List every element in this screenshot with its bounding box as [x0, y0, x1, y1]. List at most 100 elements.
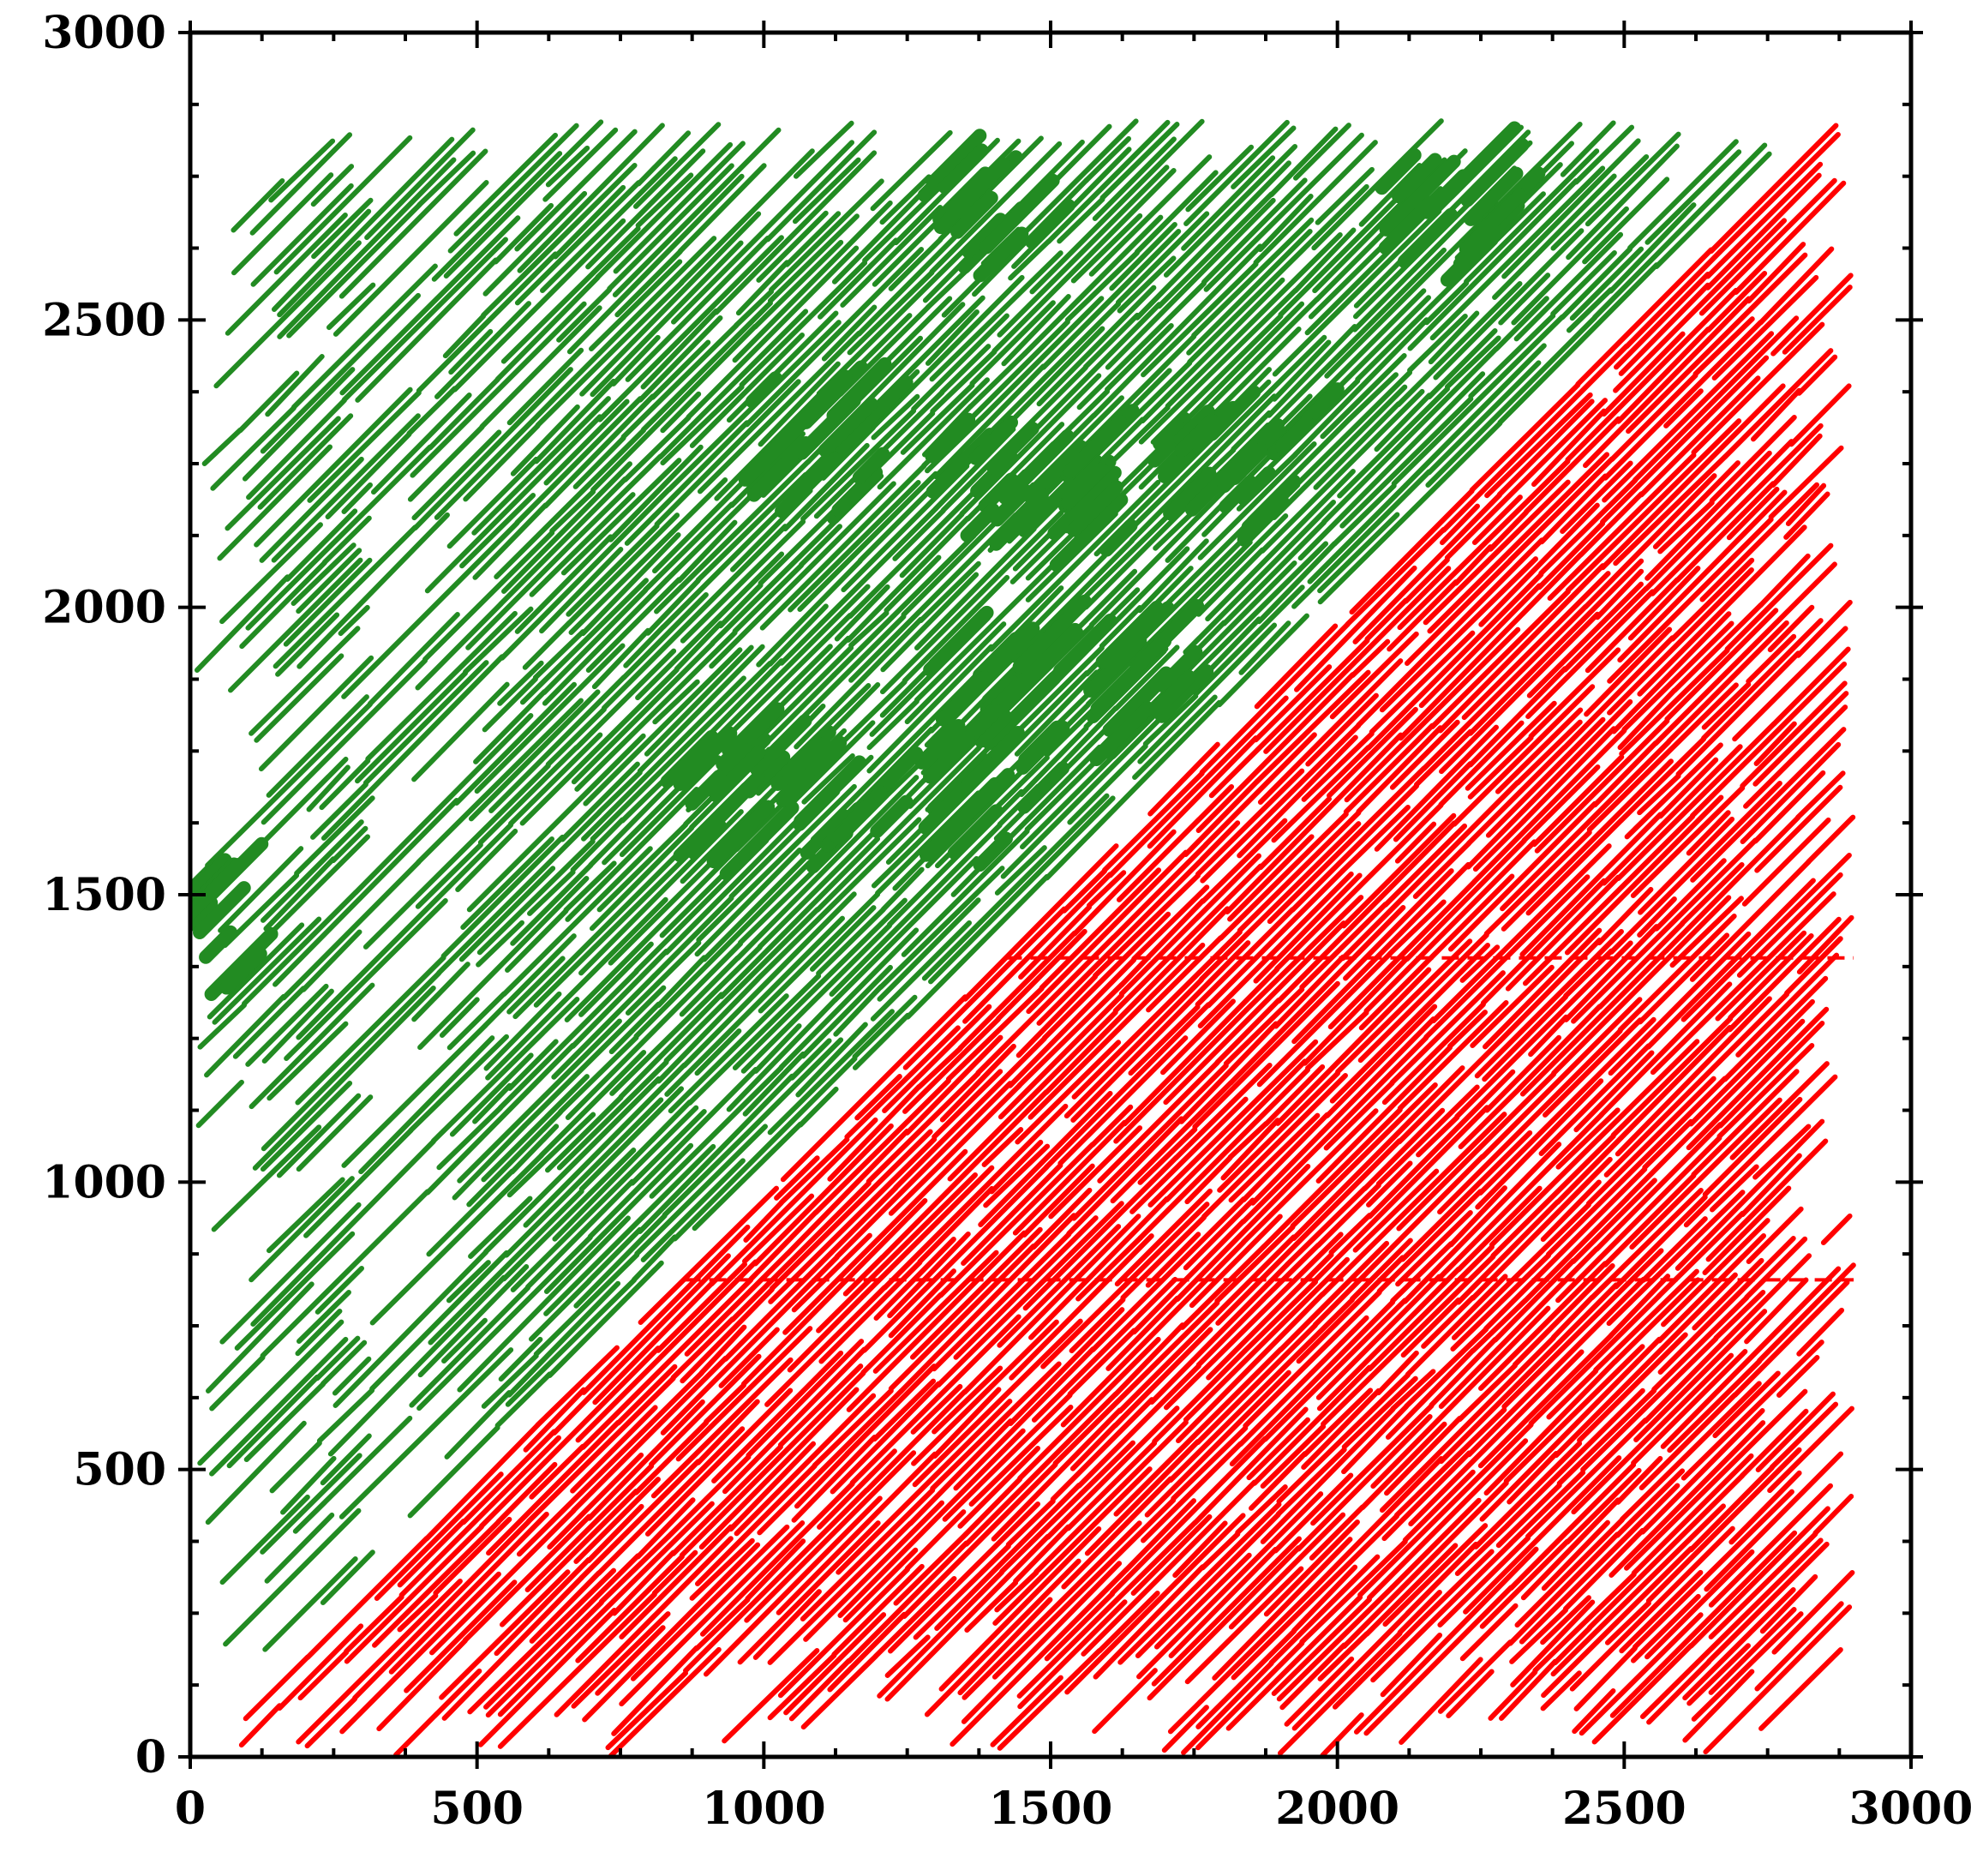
- data-stripe: [1329, 942, 1491, 1104]
- data-stripe: [1323, 1080, 1395, 1151]
- cluster-mark: [1099, 518, 1138, 557]
- cluster-mark: [1153, 411, 1192, 451]
- data-stripe: [1067, 743, 1148, 825]
- data-stripe: [1704, 1451, 1844, 1592]
- data-stripe: [1135, 1512, 1281, 1659]
- data-stripe: [453, 132, 559, 237]
- data-stripe: [1367, 1069, 1516, 1220]
- data-stripe: [939, 1043, 1016, 1123]
- data-stripe: [1374, 724, 1499, 852]
- data-stripe: [684, 1250, 790, 1357]
- data-stripe: [1624, 1388, 1808, 1571]
- data-stripe: [1214, 1224, 1296, 1304]
- data-stripe: [1256, 951, 1393, 1088]
- data-stripe: [1130, 1513, 1213, 1596]
- data-stripe: [570, 1405, 658, 1494]
- data-stripe: [784, 211, 842, 267]
- data-stripe: [649, 1064, 784, 1199]
- data-stripe: [481, 1353, 539, 1409]
- data-stripe: [934, 1483, 1082, 1632]
- data-stripe: [285, 508, 358, 582]
- data-stripe: [439, 1569, 571, 1700]
- data-stripe: [439, 997, 480, 1038]
- data-stripe: [1423, 280, 1470, 326]
- data-stripe: [481, 163, 638, 318]
- data-stripe: [1550, 1503, 1726, 1677]
- data-stripe: [728, 431, 806, 508]
- data-stripe: [1022, 1154, 1179, 1311]
- data-stripe: [1565, 287, 1739, 463]
- data-stripe: [1199, 621, 1351, 776]
- data-stripe: [1021, 214, 1164, 357]
- cluster-mark: [925, 412, 976, 464]
- data-stripe: [1667, 1358, 1763, 1453]
- data-stripe: [713, 613, 853, 751]
- data-stripe: [457, 1215, 631, 1393]
- data-stripe: [1746, 1206, 1804, 1265]
- data-stripe: [1195, 768, 1305, 878]
- data-stripe: [1771, 1570, 1855, 1655]
- data-stripe: [219, 1494, 310, 1585]
- data-stripe: [1099, 122, 1180, 201]
- data-stripe: [553, 184, 626, 260]
- data-stripe: [258, 655, 374, 772]
- data-stripe: [902, 1016, 1001, 1114]
- data-stripe: [1593, 1268, 1699, 1373]
- data-stripe: [756, 558, 863, 668]
- data-stripe: [1015, 974, 1098, 1058]
- data-stripe: [1305, 692, 1379, 767]
- data-stripe: [1260, 1423, 1327, 1489]
- data-stripe: [444, 1389, 512, 1459]
- data-stripe: [1405, 1274, 1508, 1377]
- data-stripe: [1380, 1632, 1443, 1698]
- cluster-mark: [1442, 121, 1522, 201]
- data-stripe: [1113, 644, 1180, 711]
- data-stripe: [1071, 829, 1177, 937]
- data-stripe: [1525, 1417, 1649, 1539]
- data-stripe: [656, 955, 707, 1009]
- data-stripe: [295, 1308, 343, 1357]
- data-stripe: [481, 1074, 590, 1183]
- data-stripe: [1563, 924, 1660, 1022]
- data-stripe: [446, 456, 539, 549]
- data-stripe: [905, 873, 1050, 1020]
- data-stripe: [1343, 868, 1454, 981]
- data-stripe: [625, 940, 702, 1016]
- data-stripe: [408, 1034, 509, 1133]
- data-stripe: [1112, 1327, 1213, 1429]
- data-stripe: [675, 1326, 813, 1462]
- data-stripe: [1662, 815, 1800, 954]
- data-stripe: [460, 836, 555, 930]
- data-stripe: [1728, 932, 1814, 1021]
- data-stripe: [556, 286, 613, 343]
- data-stripe: [1200, 722, 1362, 884]
- data-stripe: [1070, 940, 1251, 1123]
- data-stripe: [1199, 820, 1241, 862]
- data-stripe: [1716, 1043, 1815, 1139]
- data-stripe: [693, 1597, 751, 1651]
- data-stripe: [1691, 1611, 1804, 1722]
- data-stripe: [257, 413, 354, 510]
- data-stripe: [1176, 1292, 1326, 1444]
- data-stripe: [624, 420, 750, 546]
- data-stripe: [1382, 1523, 1489, 1627]
- data-stripe: [1379, 556, 1538, 713]
- cluster-mark: [978, 472, 1019, 513]
- data-stripe: [1407, 313, 1468, 374]
- data-stripe: [1610, 1016, 1734, 1138]
- data-stripe: [1466, 1276, 1646, 1458]
- data-stripe: [1290, 1082, 1438, 1229]
- data-stripe: [332, 180, 489, 337]
- data-stripe: [505, 1277, 637, 1407]
- data-stripe: [416, 150, 476, 208]
- data-stripe: [207, 922, 305, 1020]
- data-stripe: [1632, 1489, 1794, 1650]
- data-stripe: [997, 1647, 1102, 1751]
- data-stripe: [1425, 315, 1597, 488]
- data-stripe: [473, 689, 548, 764]
- data-stripe: [1352, 1168, 1440, 1253]
- cluster-mark: [1163, 466, 1217, 521]
- data-stripe: [441, 1574, 584, 1721]
- data-stripe: [1457, 1363, 1518, 1423]
- data-stripe: [1640, 1216, 1708, 1283]
